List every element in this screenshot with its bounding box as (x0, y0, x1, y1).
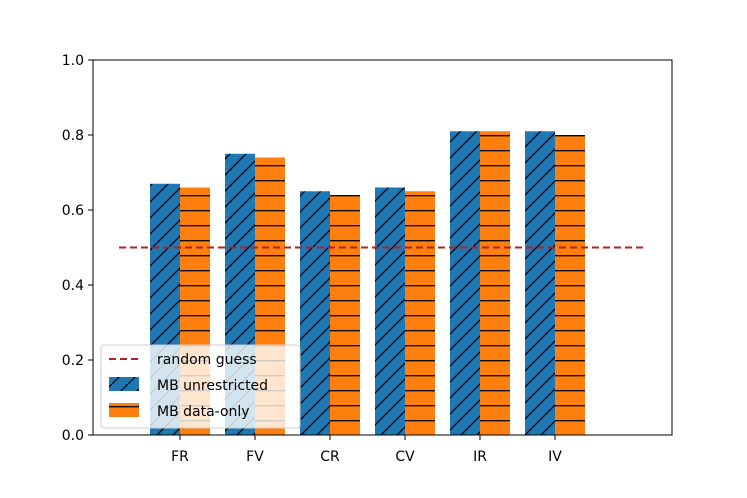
bar-mb-data-only-cv (405, 191, 435, 435)
x-tick-label-fr: FR (171, 449, 189, 465)
y-tick-label: 0.2 (62, 353, 84, 369)
legend-swatch-mb-data-only (109, 403, 139, 417)
plot-frame (92, 59, 673, 436)
y-tick-label: 0.6 (62, 203, 84, 219)
legend-label-mb-unrestricted: MB unrestricted (157, 378, 268, 394)
x-tick-label-fv: FV (246, 449, 264, 465)
bar-mb-unrestricted-iv (525, 131, 555, 435)
bar-mb-unrestricted-cv (375, 187, 405, 435)
bars-group (150, 131, 585, 435)
y-tick-label: 1.0 (62, 53, 84, 69)
legend-label-mb-data-only: MB data-only (157, 404, 250, 420)
y-tick-label: 0.8 (62, 128, 84, 144)
legend-box (100, 344, 301, 429)
y-tick-label: 0.4 (62, 278, 84, 294)
bar-mb-unrestricted-cr (300, 191, 330, 435)
bar-mb-unrestricted-ir (450, 131, 480, 435)
bar-mb-data-only-cr (330, 195, 360, 435)
x-tick-label-cr: CR (320, 449, 340, 465)
legend-swatch-mb-unrestricted (109, 377, 139, 391)
y-tick-label: 0.0 (62, 428, 84, 444)
bar-mb-data-only-iv (555, 135, 585, 435)
x-tick-label-cv: CV (395, 449, 415, 465)
legend: random guess MB unrestricted MB data-onl… (100, 344, 301, 429)
legend-label-random-guess: random guess (157, 352, 257, 368)
x-tick-label-ir: IR (473, 449, 487, 465)
bar-mb-data-only-ir (480, 131, 510, 435)
x-axis: FR FV CR CV IR IV (171, 435, 562, 465)
y-axis: 0.0 0.2 0.4 0.6 0.8 1.0 (62, 53, 93, 444)
x-tick-label-iv: IV (548, 449, 562, 465)
